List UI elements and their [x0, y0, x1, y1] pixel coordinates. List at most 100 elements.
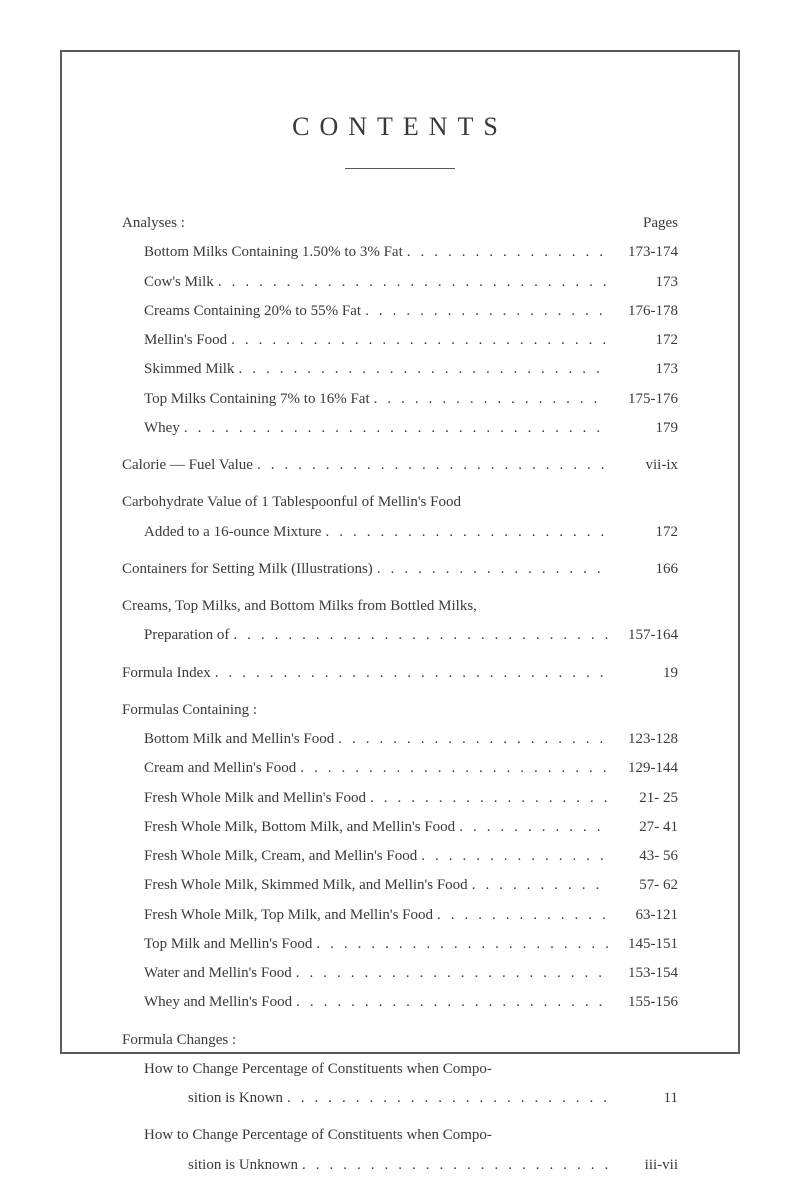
- toc-entry-page: 179: [608, 414, 678, 443]
- toc-entry-label: Bottom Milks Containing 1.50% to 3% Fat: [122, 238, 403, 267]
- toc-leader-dots: ........................................…: [296, 754, 608, 783]
- toc-entry-page: 27- 41: [608, 813, 678, 842]
- toc-leader-dots: ........................................…: [370, 385, 608, 414]
- toc-entry-label: Containers for Setting Milk (Illustratio…: [122, 555, 373, 584]
- toc-leader-dots: ........................................…: [455, 813, 608, 842]
- toc-leader-dots: ........................................…: [234, 355, 608, 384]
- toc-entry: sition is Unknown.......................…: [122, 1151, 678, 1180]
- toc-entry: sition is Known.........................…: [122, 1084, 678, 1113]
- toc-entry: Skimmed Milk............................…: [122, 355, 678, 384]
- toc-heading: Formulas Containing :: [122, 696, 678, 725]
- toc-entry-label: Creams Containing 20% to 55% Fat: [122, 297, 361, 326]
- toc-entry: Formula Index...........................…: [122, 659, 678, 688]
- toc-heading-label: Analyses :: [122, 209, 185, 238]
- toc-entry-label: Fresh Whole Milk and Mellin's Food: [122, 784, 366, 813]
- toc-heading: Formula Changes :: [122, 1026, 678, 1055]
- toc-entry-page: 166: [608, 555, 678, 584]
- toc-entry: Mellin's Food...........................…: [122, 326, 678, 355]
- toc-entry: Cow's Milk..............................…: [122, 268, 678, 297]
- toc-leader-dots: ........................................…: [334, 725, 608, 754]
- toc-entry: Fresh Whole Milk, Top Milk, and Mellin's…: [122, 901, 678, 930]
- toc-entry: Whey....................................…: [122, 414, 678, 443]
- toc-entry: Fresh Whole Milk, Cream, and Mellin's Fo…: [122, 842, 678, 871]
- toc-heading: Creams, Top Milks, and Bottom Milks from…: [122, 592, 678, 621]
- toc-entry-page: 173-174: [608, 238, 678, 267]
- toc-entry: Bottom Milks Containing 1.50% to 3% Fat.…: [122, 238, 678, 267]
- toc-entry: Calorie — Fuel Value....................…: [122, 451, 678, 480]
- toc-leader-dots: ........................................…: [361, 297, 608, 326]
- toc-entry-label: Whey: [122, 414, 180, 443]
- toc-entry: Bottom Milk and Mellin's Food...........…: [122, 725, 678, 754]
- toc-leader-dots: ........................................…: [321, 518, 608, 547]
- toc-leader-dots: ........................................…: [373, 555, 608, 584]
- toc-entry-label: Fresh Whole Milk, Cream, and Mellin's Fo…: [122, 842, 417, 871]
- toc-entry-label: Cream and Mellin's Food: [122, 754, 296, 783]
- toc-leader-dots: ........................................…: [180, 414, 608, 443]
- pages-header-label: Pages: [608, 209, 678, 238]
- toc-entry-page: 155-156: [608, 988, 678, 1017]
- toc-leader-dots: ........................................…: [366, 784, 608, 813]
- toc-entry-page: 172: [608, 518, 678, 547]
- toc-entry-label: Whey and Mellin's Food: [122, 988, 292, 1017]
- toc-leader-dots: ........................................…: [229, 621, 608, 650]
- toc-entry-label: Calorie — Fuel Value: [122, 451, 253, 480]
- toc-entry: Preparation of..........................…: [122, 621, 678, 650]
- toc-entry-label: Fresh Whole Milk, Bottom Milk, and Melli…: [122, 813, 455, 842]
- toc-entry: Whey and Mellin's Food..................…: [122, 988, 678, 1017]
- toc-entry-label: Added to a 16-ounce Mixture: [122, 518, 321, 547]
- toc-leader-dots: ........................................…: [283, 1084, 608, 1113]
- page: CONTENTS Analyses :PagesBottom Milks Con…: [0, 0, 800, 1104]
- toc-entry: Top Milks Containing 7% to 16% Fat......…: [122, 385, 678, 414]
- toc-entry-label: Top Milks Containing 7% to 16% Fat: [122, 385, 370, 414]
- toc-entry-label: Cow's Milk: [122, 268, 214, 297]
- toc-heading-label: Formula Changes :: [122, 1026, 236, 1055]
- toc-entry: Added to a 16-ounce Mixture.............…: [122, 518, 678, 547]
- toc-entry: Creams Containing 20% to 55% Fat........…: [122, 297, 678, 326]
- toc-entry: Fresh Whole Milk, Skimmed Milk, and Mell…: [122, 871, 678, 900]
- toc-entry-label: Formula Index: [122, 659, 211, 688]
- toc-entry-page: 176-178: [608, 297, 678, 326]
- toc-entry-label: Bottom Milk and Mellin's Food: [122, 725, 334, 754]
- title-rule: [345, 168, 455, 169]
- toc-entry-page: 11: [608, 1084, 678, 1113]
- toc-entry-label: sition is Known: [122, 1084, 283, 1113]
- toc-entry-label: Fresh Whole Milk, Skimmed Milk, and Mell…: [122, 871, 468, 900]
- toc-entry-page: 157-164: [608, 621, 678, 650]
- toc-leader-dots: ........................................…: [468, 871, 608, 900]
- toc-entry-page: 19: [608, 659, 678, 688]
- toc-leader-dots: ........................................…: [298, 1151, 608, 1180]
- toc-entry-page: 123-128: [608, 725, 678, 754]
- toc-entry: Fresh Whole Milk and Mellin's Food......…: [122, 784, 678, 813]
- toc-entry-page: 173: [608, 355, 678, 384]
- toc-leader-dots: ........................................…: [292, 988, 608, 1017]
- toc-entry-label: Skimmed Milk: [122, 355, 234, 384]
- toc-entry-label: Water and Mellin's Food: [122, 959, 292, 988]
- toc-leader-dots: ........................................…: [214, 268, 608, 297]
- toc-entry-page: 63-121: [608, 901, 678, 930]
- toc-heading-label: Formulas Containing :: [122, 696, 257, 725]
- toc-entry-page: 21- 25: [608, 784, 678, 813]
- toc-entry: Water and Mellin's Food.................…: [122, 959, 678, 988]
- toc-entry-page: 175-176: [608, 385, 678, 414]
- toc-leader-dots: ........................................…: [292, 959, 608, 988]
- toc-entry-page: iii-vii: [608, 1151, 678, 1180]
- content-frame: CONTENTS Analyses :PagesBottom Milks Con…: [60, 50, 740, 1054]
- table-of-contents: Analyses :PagesBottom Milks Containing 1…: [122, 209, 678, 1180]
- toc-entry-page: 43- 56: [608, 842, 678, 871]
- toc-heading: Carbohydrate Value of 1 Tablespoonful of…: [122, 488, 678, 517]
- toc-leader-dots: ........................................…: [312, 930, 608, 959]
- toc-entry-page: 57- 62: [608, 871, 678, 900]
- toc-entry: Top Milk and Mellin's Food..............…: [122, 930, 678, 959]
- toc-sub-heading: How to Change Percentage of Constituents…: [122, 1055, 678, 1084]
- toc-leader-dots: ........................................…: [211, 659, 608, 688]
- toc-entry: Cream and Mellin's Food.................…: [122, 754, 678, 783]
- toc-entry-label: Top Milk and Mellin's Food: [122, 930, 312, 959]
- toc-entry-page: 145-151: [608, 930, 678, 959]
- toc-entry-page: 172: [608, 326, 678, 355]
- toc-entry: Fresh Whole Milk, Bottom Milk, and Melli…: [122, 813, 678, 842]
- toc-leader-dots: ........................................…: [417, 842, 608, 871]
- toc-leader-dots: ........................................…: [433, 901, 608, 930]
- toc-leader-dots: ........................................…: [253, 451, 608, 480]
- toc-entry-page: 173: [608, 268, 678, 297]
- toc-entry-page: 129-144: [608, 754, 678, 783]
